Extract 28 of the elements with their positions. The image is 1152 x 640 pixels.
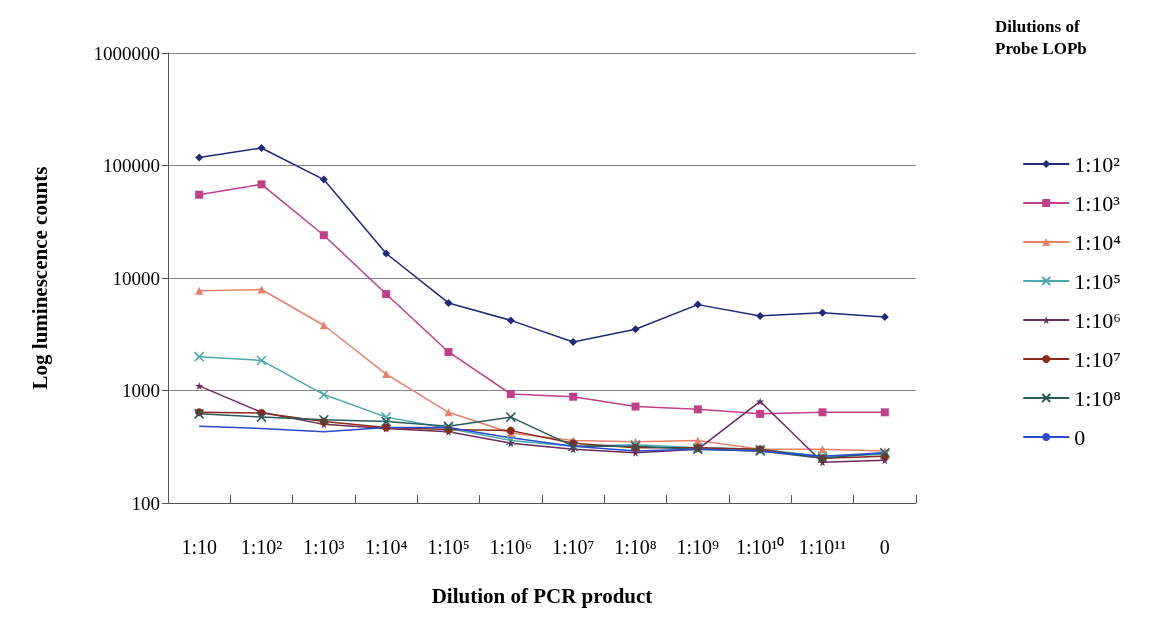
y-tick-label: 1000000 (93, 42, 160, 64)
y-tick-label: 10000 (112, 267, 160, 289)
legend-label: 1:10⁶ (1074, 307, 1122, 333)
x-tick-label: 1:10³ (303, 536, 345, 558)
legend-label: 1:10⁵ (1074, 268, 1122, 294)
x-tick-label: 1:10² (240, 536, 283, 558)
x-tick-label: 1:10¹¹ (798, 536, 847, 558)
x-tick-label: 1:10⁵ (427, 536, 470, 558)
x-tick-label: 1:10⁸ (614, 536, 657, 558)
x-tick-label: 0 (879, 536, 890, 558)
legend-label: 1:10⁷ (1074, 346, 1122, 372)
x-tick-label: 1:10 (181, 536, 217, 558)
x-tick-label: 1:10⁴ (364, 536, 408, 558)
y-tick-label: 100 (131, 492, 160, 514)
y-axis-title: Log luminescence counts (27, 166, 52, 390)
x-tick-label: 1:10⁷ (551, 536, 595, 558)
legend-title: Dilutions of Probe LOPb (995, 16, 1087, 58)
legend-label: 1:10⁴ (1074, 229, 1122, 255)
y-tick-label: 1000 (122, 380, 160, 401)
x-tick-label: 1:10⁶ (489, 536, 533, 558)
legend-label: 1:10² (1074, 151, 1121, 177)
x-tick-label: 1:10¹⁰ (735, 536, 785, 558)
x-tick-label: 1:10⁹ (676, 536, 720, 558)
legend-label: 1:10³ (1074, 190, 1121, 216)
legend-label: 0 (1074, 424, 1086, 450)
x-axis-title: Dilution of PCR product (431, 583, 653, 608)
y-tick-label: 100000 (103, 155, 160, 176)
legend-label: 1:10⁸ (1074, 385, 1122, 411)
